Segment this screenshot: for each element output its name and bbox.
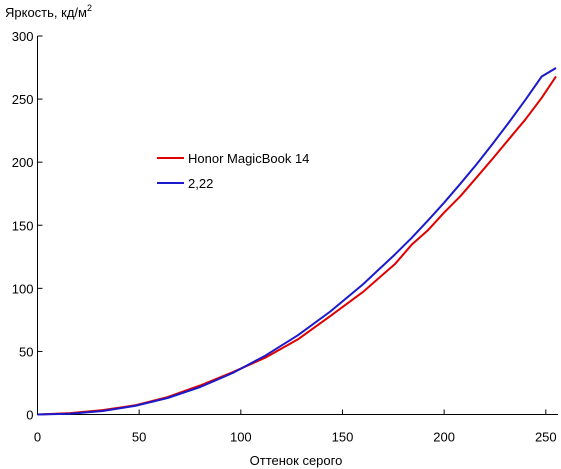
axis-ticks: 0 50 100 150 200 250 0 50 100 150 200 250 300 <box>12 29 557 445</box>
y-tick-label: 150 <box>12 218 34 233</box>
x-tick-label: 150 <box>332 430 354 445</box>
x-tick-label: 100 <box>230 430 252 445</box>
legend-label-1: Honor MagicBook 14 <box>188 151 309 166</box>
series-line-2 <box>37 67 557 416</box>
y-tick-label: 200 <box>12 155 34 170</box>
x-tick-label: 50 <box>132 430 146 445</box>
y-tick-label: 0 <box>26 408 33 423</box>
x-tick-label: 0 <box>34 430 41 445</box>
y-tick-label: 50 <box>19 344 33 359</box>
series-line-1 <box>37 75 557 416</box>
y-tick-label: 100 <box>12 281 34 296</box>
y-axis-title-superscript: 2 <box>87 3 92 13</box>
legend-label-2: 2,22 <box>188 176 213 191</box>
y-tick-label: 250 <box>12 92 34 107</box>
series-layer <box>37 67 557 416</box>
legend: Honor MagicBook 14 2,22 <box>157 151 309 191</box>
x-axis-title: Оттенок серого <box>250 453 343 468</box>
x-tick-label: 250 <box>535 430 557 445</box>
y-axis-title: Яркость, кд/м2 <box>5 3 92 20</box>
x-tick-label: 200 <box>433 430 455 445</box>
y-tick-label: 300 <box>12 29 34 44</box>
